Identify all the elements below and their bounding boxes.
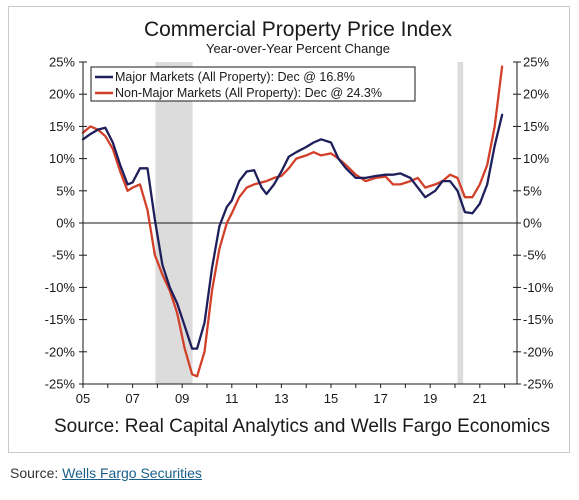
x-tick-label: 15 bbox=[324, 391, 338, 406]
y-tick-label-left: 5% bbox=[56, 183, 75, 198]
x-tick-label: 13 bbox=[274, 391, 288, 406]
image-caption: Source: Wells Fargo Securities bbox=[10, 465, 202, 481]
y-tick-label-left: 0% bbox=[56, 216, 75, 231]
chart: Commercial Property Price Index Year-ove… bbox=[9, 7, 569, 452]
x-tick-label: 17 bbox=[373, 391, 387, 406]
caption-prefix: Source: bbox=[10, 465, 63, 481]
legend-box bbox=[90, 66, 416, 102]
x-tick-label: 09 bbox=[175, 391, 189, 406]
x-tick-label: 05 bbox=[76, 391, 90, 406]
x-tick-label: 11 bbox=[225, 391, 239, 406]
y-tick-label-right: -25% bbox=[523, 377, 554, 392]
y-tick-label-right: -10% bbox=[523, 280, 554, 295]
y-tick-label-left: 25% bbox=[49, 55, 75, 70]
y-tick-label-right: -20% bbox=[523, 344, 554, 359]
chart-frame: Commercial Property Price Index Year-ove… bbox=[8, 6, 570, 453]
chart-source-note: Source: Real Capital Analytics and Wells… bbox=[54, 416, 550, 437]
series-line-major-markets bbox=[81, 113, 504, 350]
y-tick-label-left: -10% bbox=[45, 280, 76, 295]
y-tick-label-left: 20% bbox=[49, 87, 75, 102]
x-tick-label: 21 bbox=[473, 391, 487, 406]
chart-subtitle: Year-over-Year Percent Change bbox=[206, 41, 390, 56]
y-tick-label-right: 10% bbox=[523, 151, 549, 166]
x-tick-label: 19 bbox=[423, 391, 437, 406]
y-tick-label-right: 0% bbox=[523, 216, 542, 231]
y-tick-label-left: 15% bbox=[49, 119, 75, 134]
chart-title: Commercial Property Price Index bbox=[144, 18, 453, 41]
y-tick-label-left: 10% bbox=[49, 151, 75, 166]
y-tick-label-right: -15% bbox=[523, 312, 554, 327]
y-tick-label-left: -15% bbox=[45, 312, 76, 327]
y-tick-label-right: 15% bbox=[523, 119, 549, 134]
y-tick-label-left: -5% bbox=[52, 248, 76, 263]
y-tick-label-left: -25% bbox=[45, 377, 76, 392]
axis-ticks: 25% 25% 20% 20% 15% 15% 10% 10% 5% 5% 0% 0% -5% -5% -1… bbox=[45, 55, 554, 407]
x-tick-label: 07 bbox=[125, 391, 139, 406]
y-tick-label-right: 25% bbox=[523, 55, 549, 70]
y-tick-label-left: -20% bbox=[45, 344, 76, 359]
legend-label-non-major: Non-Major Markets (All Property): Dec @ … bbox=[115, 86, 382, 100]
legend: Major Markets (All Property): Dec @ 16.8… bbox=[90, 66, 416, 102]
legend-label-major: Major Markets (All Property): Dec @ 16.8… bbox=[115, 70, 355, 84]
source-link[interactable]: Wells Fargo Securities bbox=[62, 465, 202, 481]
y-tick-label-right: -5% bbox=[523, 248, 547, 263]
y-tick-label-right: 20% bbox=[523, 87, 549, 102]
series-lines bbox=[81, 65, 504, 378]
y-tick-label-right: 5% bbox=[523, 183, 542, 198]
